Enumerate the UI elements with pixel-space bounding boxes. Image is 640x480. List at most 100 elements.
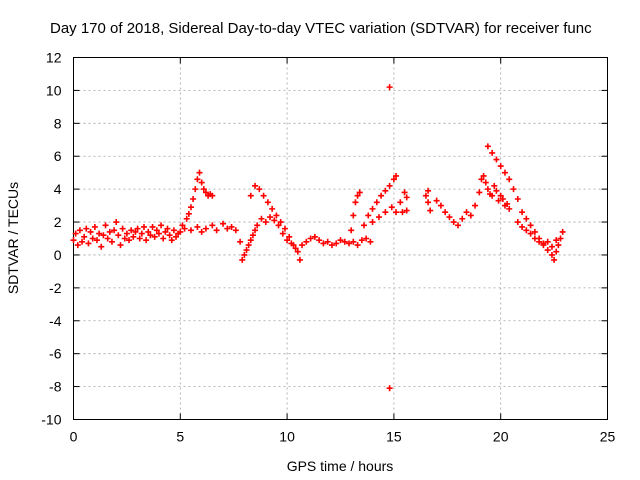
data-point <box>363 235 370 242</box>
data-point <box>399 209 406 216</box>
data-point <box>74 242 81 249</box>
data-point <box>369 205 376 212</box>
data-point <box>249 232 256 239</box>
data-point <box>187 204 194 211</box>
data-point <box>450 219 457 226</box>
data-point <box>198 228 205 235</box>
data-point <box>403 207 410 214</box>
data-point <box>121 235 128 242</box>
y-tick-label: 0 <box>54 247 62 263</box>
data-point <box>134 225 141 232</box>
data-point <box>484 143 491 150</box>
data-point <box>375 214 382 221</box>
data-point <box>294 248 301 255</box>
data-point <box>102 222 109 229</box>
data-point <box>177 228 184 235</box>
gridlines <box>73 57 608 420</box>
data-point <box>333 240 340 247</box>
data-point <box>519 209 526 216</box>
data-point <box>83 225 90 232</box>
data-point <box>307 235 314 242</box>
data-point <box>252 182 259 189</box>
x-tick-label: 25 <box>600 429 616 445</box>
data-point <box>544 247 551 254</box>
data-point <box>288 240 295 247</box>
data-point <box>192 186 199 193</box>
data-point <box>145 228 152 235</box>
data-point <box>147 232 154 239</box>
data-point <box>166 232 173 239</box>
data-point <box>514 219 521 226</box>
data-point <box>425 199 432 206</box>
data-point <box>386 84 393 91</box>
y-tick-label: -4 <box>49 313 62 329</box>
data-point <box>527 222 534 229</box>
data-point <box>489 149 496 156</box>
data-point <box>459 215 466 222</box>
data-point <box>382 187 389 194</box>
data-point <box>523 227 530 234</box>
data-point <box>316 237 323 244</box>
data-point <box>348 227 355 234</box>
data-point <box>70 237 77 244</box>
data-point <box>446 214 453 221</box>
data-point <box>113 219 120 226</box>
data-point <box>365 212 372 219</box>
data-point <box>247 237 254 244</box>
data-point <box>213 227 220 234</box>
data-point <box>454 222 461 229</box>
data-point <box>104 235 111 242</box>
data-point <box>117 242 124 249</box>
data-point <box>228 223 235 230</box>
data-point <box>553 248 560 255</box>
data-point <box>497 192 504 199</box>
data-point <box>433 197 440 204</box>
data-point <box>367 238 374 245</box>
data-point <box>403 194 410 201</box>
data-point <box>254 222 261 229</box>
data-point <box>425 187 432 194</box>
data-point <box>196 169 203 176</box>
data-point <box>136 235 143 242</box>
data-point <box>350 212 357 219</box>
data-point <box>89 235 96 242</box>
data-point <box>510 186 517 193</box>
data-point <box>269 205 276 212</box>
data-point <box>262 219 269 226</box>
data-point <box>484 186 491 193</box>
y-tick-label: 12 <box>46 50 62 66</box>
y-axis-label: SDTVAR / TECUs <box>5 182 21 294</box>
data-point <box>258 215 265 222</box>
data-point <box>382 209 389 216</box>
data-point <box>264 199 271 206</box>
data-point <box>369 219 376 226</box>
data-point <box>91 223 98 230</box>
data-point <box>397 199 404 206</box>
y-tick-label: -8 <box>49 379 62 395</box>
data-point <box>401 189 408 196</box>
data-point <box>87 228 94 235</box>
data-point <box>341 238 348 245</box>
data-point <box>493 156 500 163</box>
data-point <box>247 192 254 199</box>
data-point <box>128 227 135 234</box>
data-point <box>303 238 310 245</box>
data-point <box>324 238 331 245</box>
data-point <box>328 242 335 249</box>
data-point <box>81 233 88 240</box>
data-point <box>350 238 357 245</box>
data-point <box>281 225 288 232</box>
data-point <box>501 169 508 176</box>
y-tick-label: 4 <box>54 181 62 197</box>
data-point <box>111 227 118 234</box>
data-point <box>149 223 156 230</box>
data-point <box>79 238 86 245</box>
data-point <box>194 176 201 183</box>
data-point <box>72 230 79 237</box>
data-point <box>548 243 555 250</box>
data-point <box>209 192 216 199</box>
data-point <box>158 222 165 229</box>
data-point <box>352 199 359 206</box>
data-point <box>126 237 133 244</box>
